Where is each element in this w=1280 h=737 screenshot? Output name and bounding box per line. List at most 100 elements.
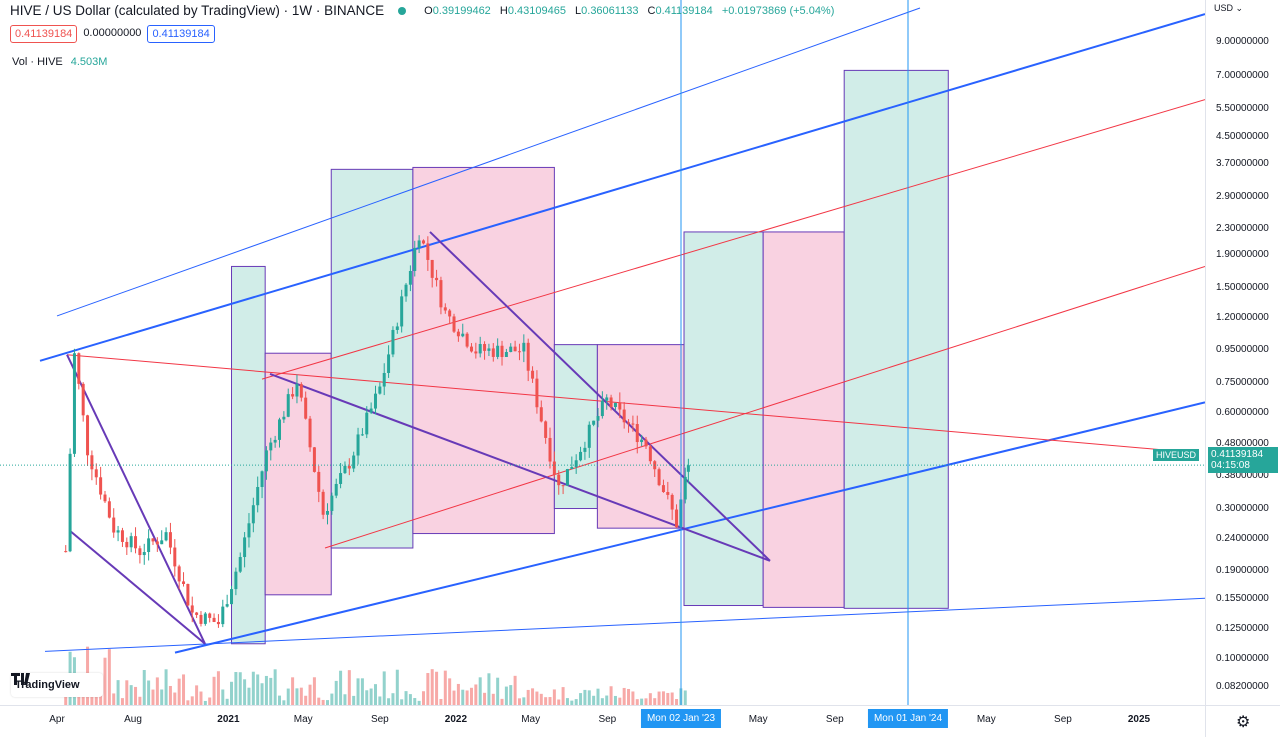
candle-down [491,348,495,357]
volume-bar [264,675,268,705]
tradingview-logo-icon [11,673,30,685]
candle-down [168,532,172,548]
candle-up [247,523,251,538]
volume-bar [168,685,172,705]
volume-bar [382,671,386,705]
candle-down [208,613,212,618]
candle-down [531,370,535,379]
candle-up [256,486,260,506]
green-projection-box [553,344,598,510]
candle-up [221,606,225,625]
candle-down [107,501,111,518]
candle-down [173,547,177,567]
volume-bar [465,690,469,705]
volume-bar [487,673,491,705]
candle-down [426,243,430,260]
volume-bar [557,699,561,705]
volume-bar [129,685,133,705]
price-tick-label: 1.50000000 [1216,281,1269,293]
price-tick-label: 1.90000000 [1216,249,1269,261]
candle-up [400,296,404,327]
volume-bar [282,700,286,705]
candle-up [251,505,255,524]
candle-down [299,384,303,398]
price-tick-label: 0.10000000 [1216,653,1269,665]
candle-up [282,416,286,420]
volume-bar [195,685,199,705]
chart-plot-area[interactable]: HIVE / US Dollar (calculated by TradingV… [0,0,1205,705]
candle-down [561,485,565,487]
tradingview-logo[interactable]: TradingView [11,673,103,697]
price-tick-label: 2.30000000 [1216,222,1269,234]
volume-bar [256,674,260,705]
high-value: 0.43109465 [507,4,566,17]
volume-bar [125,680,129,705]
volume-bar [430,669,434,705]
candle-down [212,617,216,622]
volume-bar [138,696,142,705]
candle-down [312,447,316,472]
volume-bar [304,695,308,705]
volume-bar [295,688,299,705]
volume-bar [544,697,548,705]
time-tick-label: May [521,714,541,725]
candle-down [526,342,530,371]
candle-down [120,530,124,542]
candle-down [544,421,548,438]
volume-bar [500,698,504,705]
candle-down [435,277,439,281]
candle-up [600,400,604,417]
candle-down [81,383,85,416]
volume-bar [391,693,395,705]
volume-bar [583,689,587,705]
buy-price-box[interactable]: 0.41139184 [147,25,215,43]
volume-bar [90,690,94,705]
volume-bar [339,670,343,705]
volume-bar [395,669,399,705]
volume-bar [661,691,665,705]
candle-down [90,455,94,470]
date-badge-2023: Mon 02 Jan '23 [640,709,722,728]
volume-bar [326,700,329,705]
volume-label: Vol · HIVE [12,56,63,68]
candle-up [326,510,329,515]
candle-down [94,469,98,478]
volume-bar [413,698,417,705]
time-tick-label: Apr [49,714,65,725]
volume-bar [216,671,220,705]
price-axis[interactable]: USD ⌄ 9.00000000 7.00000000 5.50000000 4.50… [1205,0,1280,705]
volume-bar [631,691,635,705]
green-projection-box [843,69,949,609]
candle-down [347,465,351,469]
candle-up [330,495,334,511]
symbol-title[interactable]: HIVE / US Dollar (calculated by TradingV… [10,3,385,18]
volume-bar [408,694,412,705]
currency-selector[interactable]: USD ⌄ [1214,3,1243,14]
candle-up [238,557,242,572]
price-tick-label: 3.70000000 [1216,157,1269,169]
candle-down [317,471,321,492]
volume-bar [330,693,334,705]
candle-down [548,437,552,462]
sell-price-box[interactable]: 0.41139184 [10,25,78,43]
volume-bar [517,698,521,705]
horizontal-resistance-line [66,354,1181,452]
time-tick-label: Sep [825,714,844,725]
gear-icon[interactable]: ⚙ [1236,714,1251,731]
candle-up [565,469,569,486]
axis-corner[interactable]: ⚙ [1205,705,1280,737]
candle-up [579,451,583,461]
candle-down [627,422,631,424]
wedge-line-4 [429,231,771,562]
time-axis[interactable]: Apr Aug 2021 May Sep 2022 May Sep May Sep May Sep 20… [0,705,1205,737]
time-tick-label: Sep [598,714,617,725]
chart-canvas[interactable] [0,0,1205,705]
volume-bar [448,678,452,705]
time-tick-label: 2022 [444,714,468,725]
candle-up [587,424,591,448]
candle-up [605,397,609,401]
candles [64,235,690,628]
candle-down [513,346,517,352]
candle-up [382,372,386,387]
candle-down [216,621,220,625]
